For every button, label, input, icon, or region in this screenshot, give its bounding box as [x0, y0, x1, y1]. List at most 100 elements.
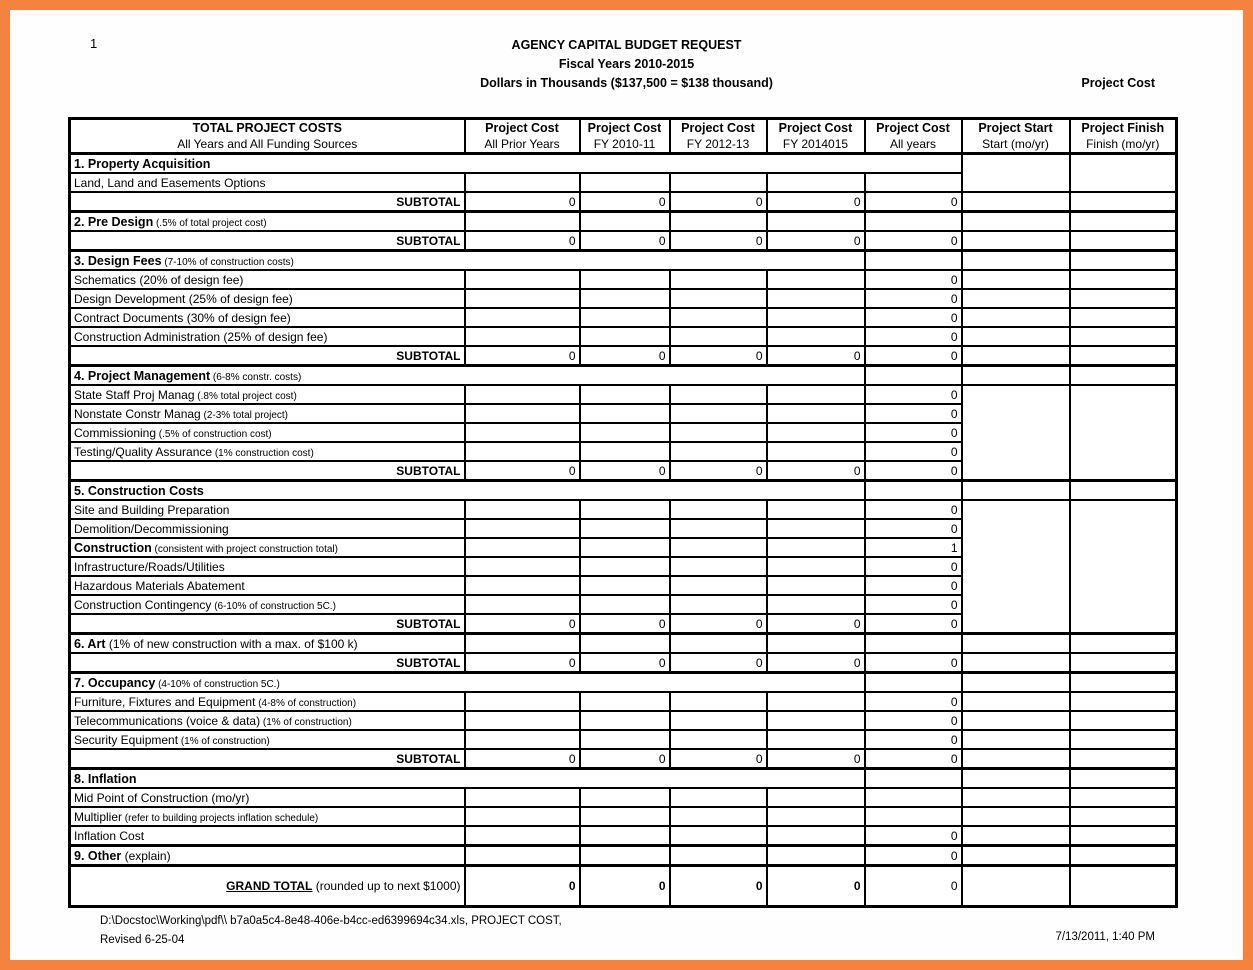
pre-design-value-1	[578, 210, 671, 232]
subtotal-7-value-0: 0	[463, 748, 581, 770]
testing-quality-assurance-value-2	[668, 441, 768, 462]
multiplier-value-0	[463, 806, 581, 827]
mid-point-of-construction-value-4	[863, 787, 963, 808]
row-state-staff-proj-manag: State Staff Proj Manag (.8% total projec…	[68, 384, 1178, 482]
design-fees-label: 3. Design Fees (7-10% of construction co…	[68, 249, 866, 271]
row-schematics: Schematics (20% of design fee) 0	[68, 269, 1178, 290]
construction-administration-value-4: 0	[863, 326, 963, 347]
row-testing-quality-assurance: Testing/Quality Assurance (1% constructi…	[68, 441, 1177, 462]
infrastructure-roads-utilities-value-3	[765, 556, 866, 577]
subtotal-4-value-1: 0	[578, 460, 671, 482]
design-fees-finish-cell	[1068, 249, 1178, 271]
hazardous-materials-abatement-value-1	[578, 575, 671, 596]
site-building-preparation-value-4: 0	[863, 499, 963, 520]
subtotal-5-label: SUBTOTAL	[68, 613, 466, 635]
subtotal-1-value-0: 0	[463, 191, 581, 213]
row-multiplier: Multiplier (refer to building projects i…	[68, 806, 1178, 827]
subtotal-2-value-1: 0	[578, 230, 671, 252]
construction-contingency-value-0	[463, 594, 581, 615]
row-commissioning: Commissioning (.5% of construction cost)…	[68, 422, 1177, 443]
inflation-cost-finish-cell	[1068, 825, 1178, 847]
construction-contingency-value-1	[578, 594, 671, 615]
pre-design-finish-cell	[1068, 210, 1178, 232]
security-equipment-value-1	[578, 729, 671, 750]
subtotal-7-value-4: 0	[863, 748, 963, 770]
testing-quality-assurance-value-1	[578, 441, 671, 462]
other-value-2	[668, 844, 768, 867]
contract-documents-value-2	[668, 307, 768, 328]
project-cost-corner-label: Project Cost	[1081, 76, 1155, 90]
row-land-easements: Land, Land and Easements Options	[68, 172, 1177, 193]
row-pre-design: 2. Pre Design (.5% of total project cost…	[68, 210, 1178, 232]
state-staff-proj-manag-value-4: 0	[863, 384, 963, 405]
testing-quality-assurance-value-3	[765, 441, 866, 462]
schematics-value-0	[463, 269, 581, 290]
column-header-3: Project Cost FY 2012-13	[668, 117, 768, 155]
pre-design-value-4	[863, 210, 963, 232]
contract-documents-value-3	[765, 307, 866, 328]
land-easements-value-1	[578, 172, 671, 193]
site-building-preparation-finish-cell	[1068, 499, 1178, 635]
infrastructure-roads-utilities-value-4: 0	[863, 556, 963, 577]
construction-administration-label: Construction Administration (25% of desi…	[68, 326, 466, 347]
subtotal-6-start-cell	[960, 652, 1071, 674]
state-staff-proj-manag-value-1	[578, 384, 671, 405]
other-start-cell	[960, 844, 1071, 867]
row-construction-administration: Construction Administration (25% of desi…	[68, 326, 1178, 347]
column-header-2: Project Cost FY 2010-11	[578, 117, 671, 155]
demolition-decommissioning-label: Demolition/Decommissioning	[68, 518, 466, 539]
infrastructure-roads-utilities-value-2	[668, 556, 768, 577]
design-development-value-2	[668, 288, 768, 309]
construction-value-1	[578, 537, 671, 558]
subtotal-2-value-2: 0	[668, 230, 768, 252]
row-subtotal-1: SUBTOTAL 0 0 0 0 0	[68, 191, 1178, 213]
construction-administration-value-3	[765, 326, 866, 347]
subtotal-3-start-cell	[960, 345, 1071, 367]
construction-costs-start-cell	[960, 479, 1071, 501]
row-subtotal-5: SUBTOTAL 0 0 0 0 0	[68, 613, 1177, 635]
infrastructure-roads-utilities-label: Infrastructure/Roads/Utilities	[68, 556, 466, 577]
construction-value-2	[668, 537, 768, 558]
row-subtotal-2: SUBTOTAL 0 0 0 0 0	[68, 230, 1178, 252]
other-value-1	[578, 844, 671, 867]
row-construction: Construction (consistent with project co…	[68, 537, 1177, 558]
contract-documents-finish-cell	[1068, 307, 1178, 328]
subtotal-5-value-0: 0	[463, 613, 581, 635]
subtotal-7-value-3: 0	[765, 748, 866, 770]
footer-file-path: D:\Docstoc\Working\pdf\\ b7a0a5c4-8e48-4…	[100, 915, 562, 927]
other-value-3	[765, 844, 866, 867]
furniture-fixtures-equipment-value-3	[765, 691, 866, 712]
subtotal-4-value-2: 0	[668, 460, 768, 482]
construction-administration-start-cell	[960, 326, 1071, 347]
hazardous-materials-abatement-value-4: 0	[863, 575, 963, 596]
inflation-cost-value-2	[668, 825, 768, 847]
telecommunications-start-cell	[960, 710, 1071, 731]
column-header-4: Project Cost FY 2014015	[765, 117, 866, 155]
schematics-start-cell	[960, 269, 1071, 290]
schematics-finish-cell	[1068, 269, 1178, 290]
art-value-3	[765, 632, 866, 654]
state-staff-proj-manag-value-3	[765, 384, 866, 405]
contract-documents-value-0	[463, 307, 581, 328]
column-header-0: TOTAL PROJECT COSTS All Years and All Fun…	[68, 117, 466, 155]
inflation-start-cell	[960, 767, 1071, 789]
design-development-finish-cell	[1068, 288, 1178, 309]
contract-documents-start-cell	[960, 307, 1071, 328]
land-easements-label: Land, Land and Easements Options	[68, 172, 466, 193]
subtotal-7-finish-cell	[1068, 748, 1178, 770]
subtotal-2-value-3: 0	[765, 230, 866, 252]
construction-administration-value-0	[463, 326, 581, 347]
nonstate-constr-manag-value-3	[765, 403, 866, 424]
subtotal-2-finish-cell	[1068, 230, 1178, 252]
telecommunications-finish-cell	[1068, 710, 1178, 731]
inflation-cost-value-4: 0	[863, 825, 963, 847]
state-staff-proj-manag-value-2	[668, 384, 768, 405]
subtotal-1-value-3: 0	[765, 191, 866, 213]
subtotal-3-value-0: 0	[463, 345, 581, 367]
multiplier-value-1	[578, 806, 671, 827]
nonstate-constr-manag-value-2	[668, 403, 768, 424]
occupancy-all-years-cell	[863, 671, 963, 693]
subtotal-6-value-4: 0	[863, 652, 963, 674]
subtotal-3-value-3: 0	[765, 345, 866, 367]
